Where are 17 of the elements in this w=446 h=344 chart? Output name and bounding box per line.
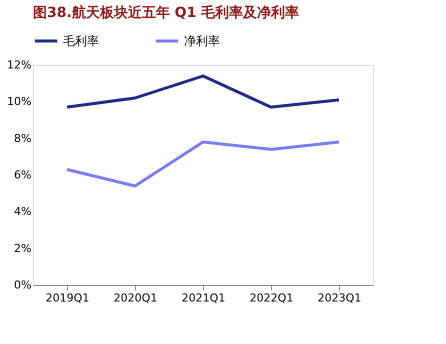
y-tick-label: 6% xyxy=(14,168,32,182)
x-tick-label: 2022Q1 xyxy=(250,292,294,304)
y-tick-label: 10% xyxy=(7,95,32,108)
y-tick-label: 8% xyxy=(14,132,32,145)
line-series xyxy=(66,74,340,109)
x-tick-label: 2020Q1 xyxy=(114,292,158,304)
x-tick-label: 2019Q1 xyxy=(46,292,90,304)
y-tick-label: 12% xyxy=(7,58,32,72)
legend-label: 净利率 xyxy=(184,34,220,48)
y-tick-label: 4% xyxy=(14,205,32,218)
x-tick-label: 2021Q1 xyxy=(182,292,226,304)
line-series xyxy=(66,140,340,188)
chart-title: 图38.航天板块近五年 Q1 毛利率及净利率 xyxy=(33,4,300,21)
y-tick-label: 2% xyxy=(14,242,32,255)
legend-label: 毛利率 xyxy=(63,34,99,48)
y-tick-label: 0% xyxy=(14,278,32,292)
x-tick-label: 2023Q1 xyxy=(318,292,362,304)
